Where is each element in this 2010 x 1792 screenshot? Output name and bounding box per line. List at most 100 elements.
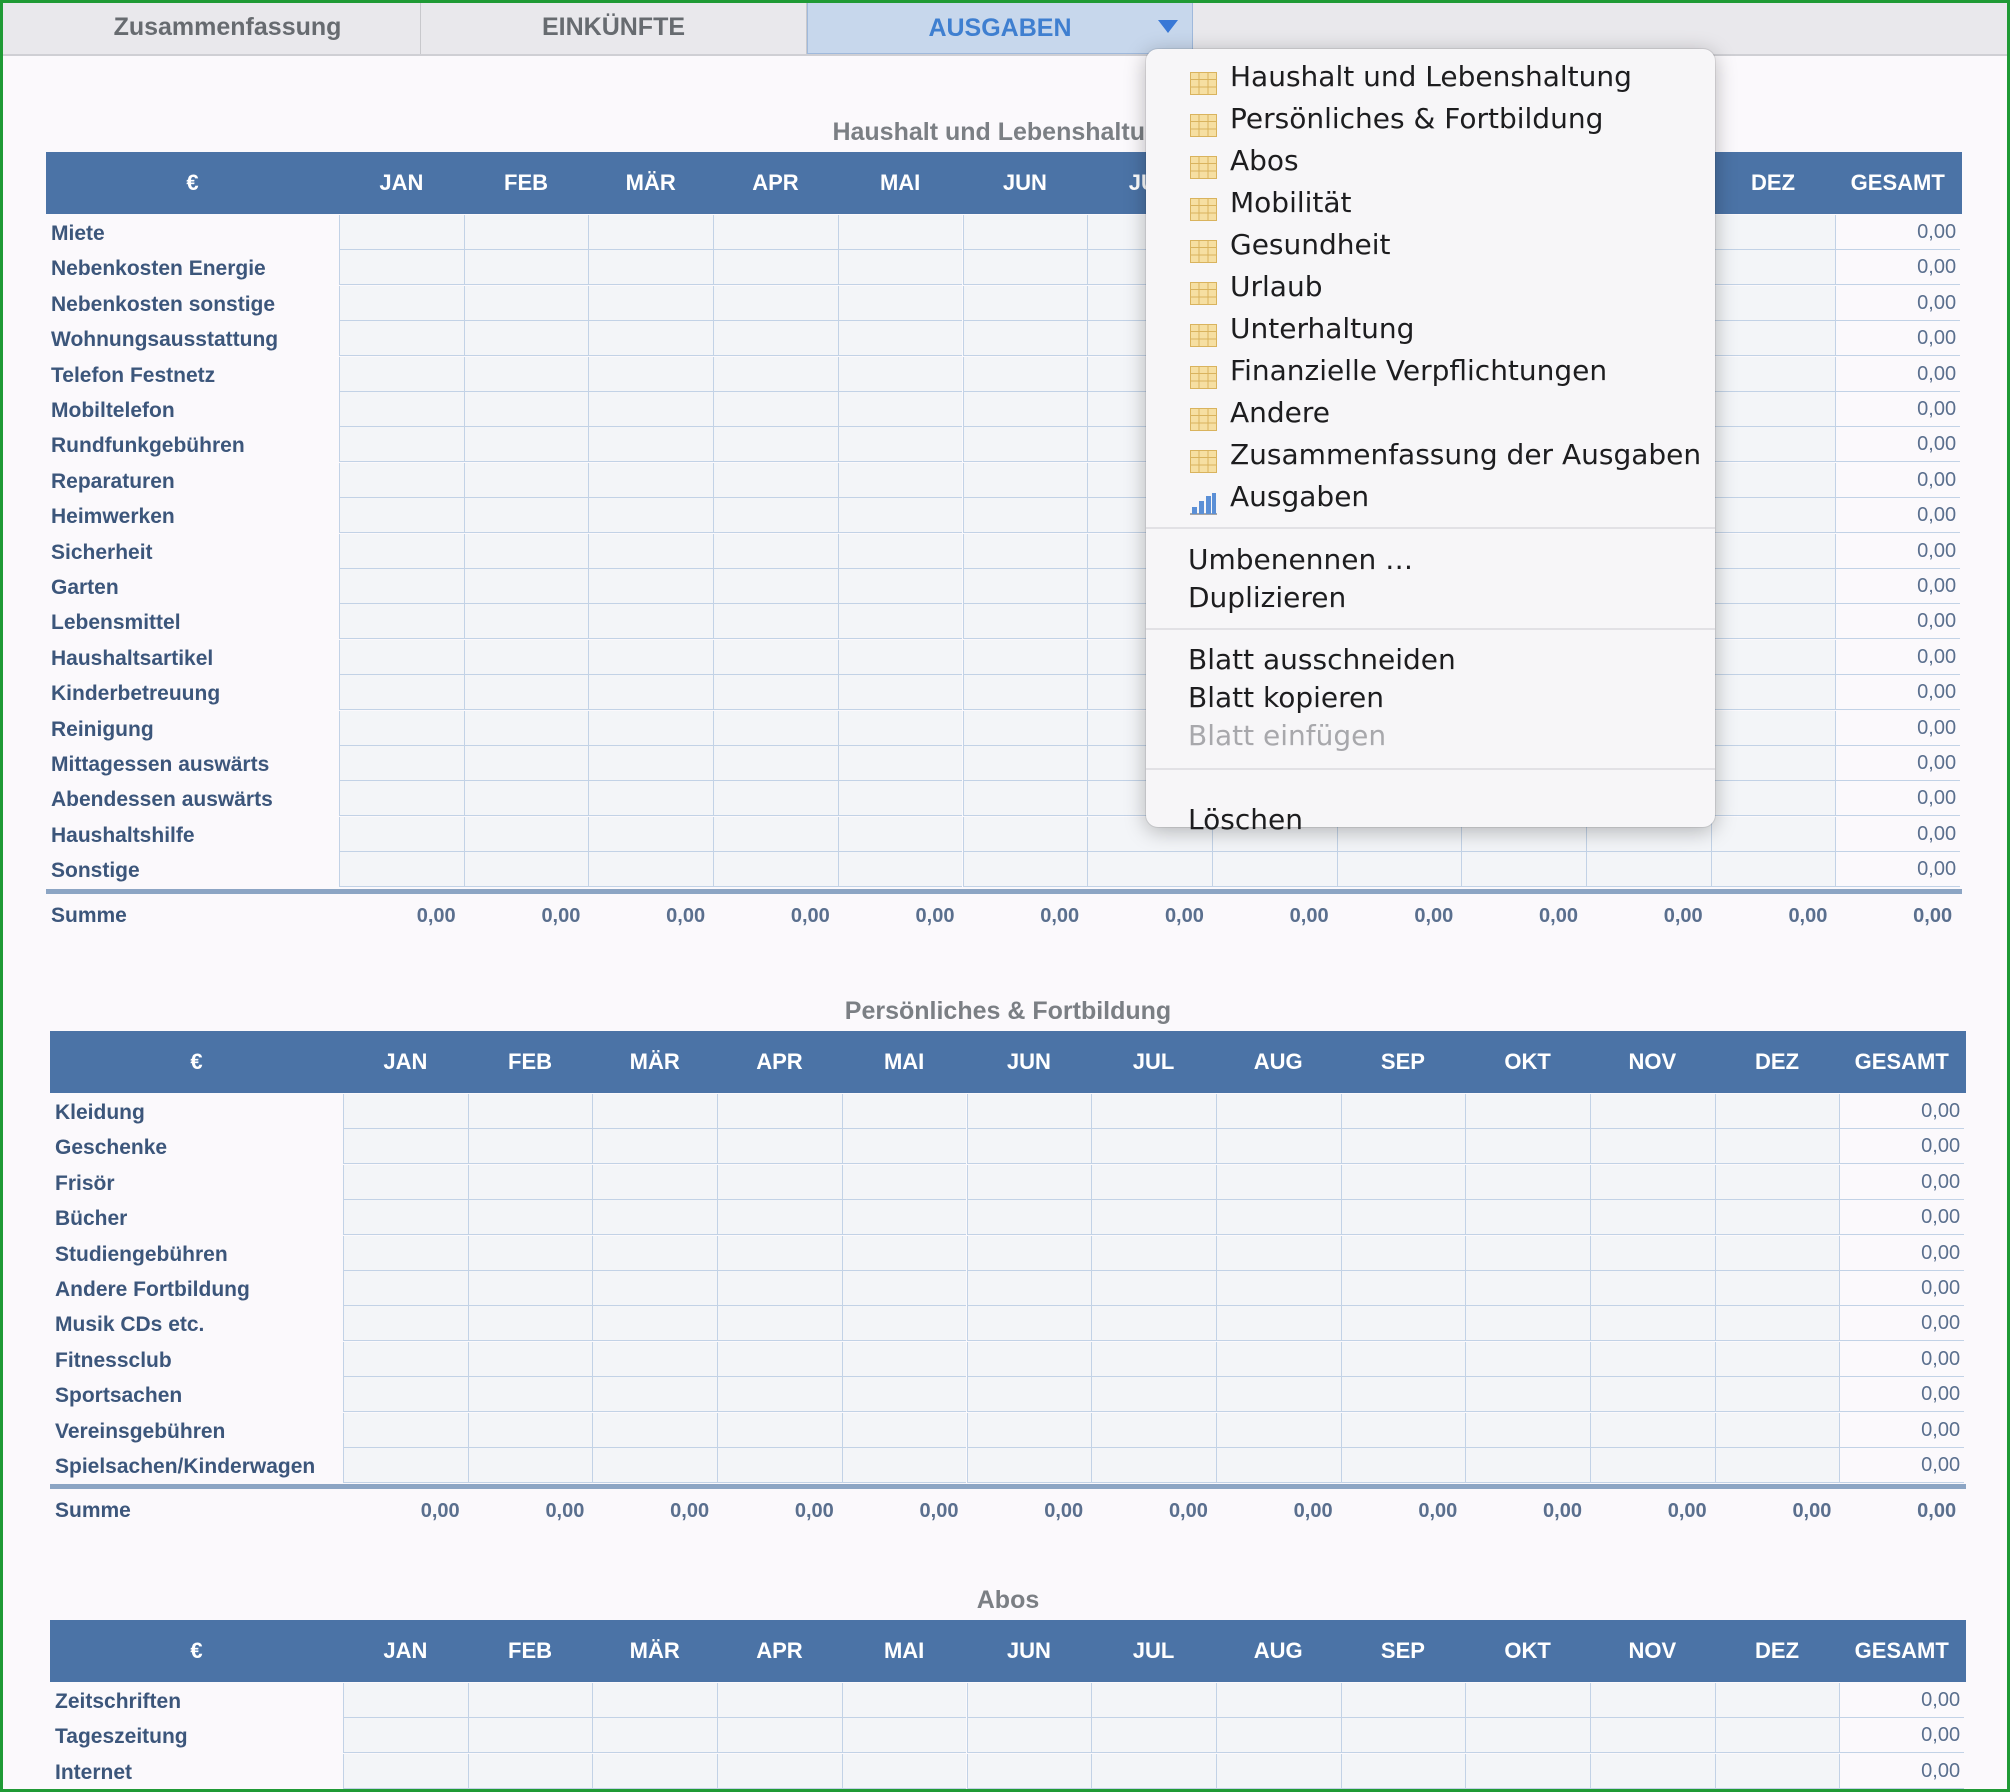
row-label[interactable]: Haushaltshilfe <box>51 823 195 847</box>
total-cell-box[interactable]: 0,00 <box>1835 781 1961 817</box>
month-cell[interactable] <box>1465 1094 1590 1129</box>
month-cell[interactable] <box>713 604 838 640</box>
menu-item-delete[interactable]: Löschen <box>1146 799 1715 841</box>
menu-item-sheet[interactable]: Gesundheit <box>1146 224 1715 266</box>
month-cell[interactable] <box>713 569 838 604</box>
month-cell[interactable] <box>588 427 714 463</box>
month-cell[interactable] <box>841 1718 967 1754</box>
menu-item-sheet[interactable]: Haushalt und Lebenshaltung <box>1146 56 1715 98</box>
month-cell[interactable] <box>588 498 714 534</box>
month-cell[interactable] <box>1340 1341 1466 1377</box>
month-cell[interactable] <box>588 569 714 604</box>
month-cell[interactable] <box>588 746 714 781</box>
month-cell[interactable] <box>1714 1094 1840 1129</box>
month-cell[interactable] <box>463 321 589 357</box>
row-label[interactable]: Sportsachen <box>55 1384 183 1408</box>
month-cell[interactable] <box>1590 1164 1715 1200</box>
month-cell[interactable] <box>1215 1271 1341 1306</box>
month-cell[interactable] <box>467 1341 593 1377</box>
month-cell[interactable] <box>837 781 963 817</box>
month-cell[interactable] <box>713 498 838 534</box>
row-label[interactable]: Andere Fortbildung <box>55 1278 250 1301</box>
row-label[interactable]: Abendessen auswärts <box>51 788 273 812</box>
month-cell[interactable] <box>1714 1377 1840 1413</box>
month-cell[interactable] <box>966 1129 1092 1165</box>
column-header[interactable]: MÄR <box>625 170 676 195</box>
row-label[interactable]: Zeitschriften <box>55 1690 182 1713</box>
month-cell[interactable] <box>592 1683 718 1718</box>
month-cell[interactable] <box>1465 1271 1590 1306</box>
column-header[interactable]: DEZ <box>1755 1638 1800 1663</box>
menu-item-sheet[interactable]: Zusammenfassung der Ausgaben <box>1146 434 1715 476</box>
month-cell[interactable] <box>713 250 838 286</box>
month-cell[interactable] <box>467 1412 593 1448</box>
month-cell[interactable] <box>841 1683 967 1718</box>
total-cell-box[interactable]: 0,00 <box>1839 1271 1965 1306</box>
month-cell[interactable] <box>339 215 464 250</box>
month-cell[interactable] <box>1215 1718 1341 1754</box>
month-cell[interactable] <box>841 1094 967 1129</box>
total-cell-box[interactable]: 0,00 <box>1839 1377 1965 1413</box>
total-cell-box[interactable]: 0,00 <box>1835 639 1961 675</box>
month-cell[interactable] <box>343 1094 468 1129</box>
month-cell[interactable] <box>588 604 714 640</box>
month-cell[interactable] <box>463 675 589 711</box>
month-cell[interactable] <box>962 321 1088 357</box>
month-cell[interactable] <box>1714 1306 1840 1342</box>
month-cell[interactable] <box>588 816 714 852</box>
menu-item-sheet[interactable]: Abos <box>1146 140 1715 182</box>
month-cell[interactable] <box>1710 427 1836 463</box>
month-cell[interactable] <box>1087 852 1212 888</box>
month-cell[interactable] <box>463 710 589 746</box>
month-cell[interactable] <box>837 533 963 569</box>
month-cell[interactable] <box>1714 1271 1840 1306</box>
month-cell[interactable] <box>467 1377 593 1413</box>
row-label[interactable]: Geschenke <box>55 1136 168 1160</box>
month-cell[interactable] <box>713 781 838 817</box>
column-header[interactable]: GESAMT <box>1850 170 1945 195</box>
month-cell[interactable] <box>1340 1377 1466 1413</box>
month-cell[interactable] <box>713 746 838 781</box>
month-cell[interactable] <box>717 1306 842 1342</box>
month-cell[interactable] <box>463 639 589 675</box>
month-cell[interactable] <box>463 816 589 852</box>
total-cell-box[interactable]: 0,00 <box>1835 675 1961 711</box>
column-header[interactable]: JUN <box>1006 1049 1051 1074</box>
month-cell[interactable] <box>1714 1448 1840 1483</box>
total-cell-box[interactable]: 0,00 <box>1839 1683 1965 1718</box>
column-header[interactable]: FEB <box>504 170 549 195</box>
column-header[interactable]: MÄR <box>629 1638 680 1663</box>
column-header[interactable]: AUG <box>1253 1638 1303 1663</box>
row-label[interactable]: Vereinsgebühren <box>55 1419 226 1443</box>
month-cell[interactable] <box>1710 462 1836 498</box>
month-cell[interactable] <box>713 852 838 888</box>
month-cell[interactable] <box>713 321 838 357</box>
column-header[interactable]: MAI <box>879 170 921 195</box>
month-cell[interactable] <box>1211 852 1337 888</box>
total-cell-box[interactable]: 0,00 <box>1839 1341 1965 1377</box>
dropdown-arrow-icon[interactable] <box>1158 20 1178 33</box>
month-cell[interactable] <box>713 356 838 392</box>
column-header[interactable]: SEP <box>1380 1049 1425 1074</box>
month-cell[interactable] <box>713 710 838 746</box>
row-label[interactable]: Fitnessclub <box>55 1348 172 1372</box>
menu-item-sheet[interactable]: Finanzielle Verpflichtungen <box>1146 350 1715 392</box>
month-cell[interactable] <box>966 1271 1092 1306</box>
month-cell[interactable] <box>1465 1129 1590 1165</box>
month-cell[interactable] <box>841 1412 967 1448</box>
column-header[interactable]: OKT <box>1504 1638 1551 1663</box>
month-cell[interactable] <box>1215 1306 1341 1342</box>
month-cell[interactable] <box>713 639 838 675</box>
month-cell[interactable] <box>1215 1129 1341 1165</box>
month-cell[interactable] <box>1340 1683 1466 1718</box>
month-cell[interactable] <box>837 427 963 463</box>
month-cell[interactable] <box>339 675 464 711</box>
month-cell[interactable] <box>841 1306 967 1342</box>
column-header[interactable]: APR <box>756 1638 803 1663</box>
column-header[interactable]: JUL <box>1132 1049 1175 1074</box>
row-label[interactable]: Musik CDs etc. <box>55 1313 205 1337</box>
column-header[interactable]: AUG <box>1253 1049 1303 1074</box>
month-cell[interactable] <box>467 1271 593 1306</box>
month-cell[interactable] <box>841 1271 967 1306</box>
month-cell[interactable] <box>1340 1718 1466 1754</box>
